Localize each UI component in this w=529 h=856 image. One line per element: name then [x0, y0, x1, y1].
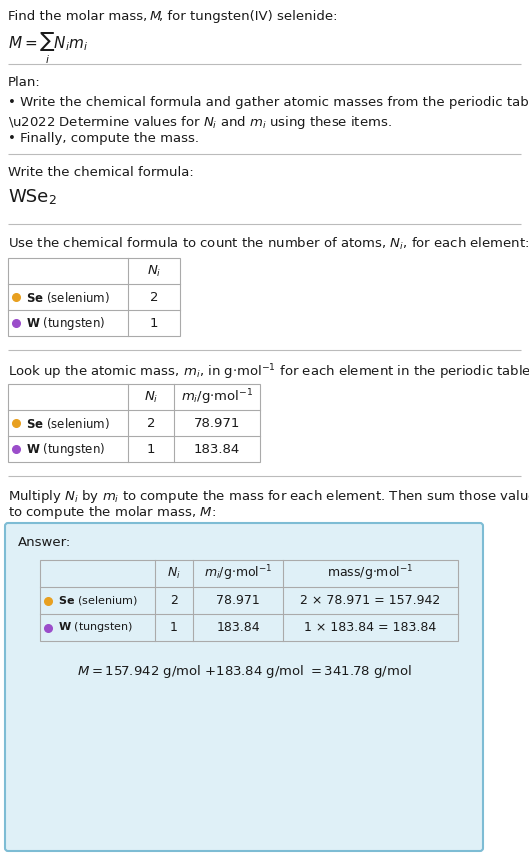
Text: $m_i$/g$\cdot$mol$^{-1}$: $m_i$/g$\cdot$mol$^{-1}$ — [181, 387, 253, 407]
Text: , for tungsten(IV) selenide:: , for tungsten(IV) selenide: — [159, 10, 338, 23]
Text: 1: 1 — [147, 443, 155, 455]
Text: 1: 1 — [150, 317, 158, 330]
Text: Find the molar mass,: Find the molar mass, — [8, 10, 151, 23]
Text: $\bf{W}$ (tungsten): $\bf{W}$ (tungsten) — [58, 621, 133, 634]
Text: WSe: WSe — [8, 188, 48, 206]
Text: 1: 1 — [170, 621, 178, 634]
Text: 183.84: 183.84 — [216, 621, 260, 634]
Bar — [40, 560, 458, 641]
Text: 2: 2 — [150, 290, 158, 304]
Text: $\bf{W}$ (tungsten): $\bf{W}$ (tungsten) — [26, 314, 105, 331]
Text: $\bf{Se}$ (selenium): $\bf{Se}$ (selenium) — [26, 289, 110, 305]
Bar — [8, 258, 180, 336]
Text: Answer:: Answer: — [18, 536, 71, 549]
Text: 1 × 183.84 = 183.84: 1 × 183.84 = 183.84 — [304, 621, 436, 634]
Text: $\bf{W}$ (tungsten): $\bf{W}$ (tungsten) — [26, 441, 105, 457]
Text: M: M — [150, 10, 161, 23]
FancyBboxPatch shape — [5, 523, 483, 851]
Text: $N_i$: $N_i$ — [147, 264, 161, 278]
Text: 78.971: 78.971 — [194, 417, 240, 430]
Text: $M = 157.942$ g/mol $+ 183.84$ g/mol $= 341.78$ g/mol: $M = 157.942$ g/mol $+ 183.84$ g/mol $= … — [77, 663, 412, 680]
Text: 2: 2 — [170, 594, 178, 607]
Text: to compute the molar mass, $M$:: to compute the molar mass, $M$: — [8, 504, 216, 521]
Text: 2: 2 — [48, 194, 56, 207]
Text: 2: 2 — [147, 417, 155, 430]
Text: Write the chemical formula:: Write the chemical formula: — [8, 166, 194, 179]
Text: \u2022 Determine values for $N_i$ and $m_i$ using these items.: \u2022 Determine values for $N_i$ and $m… — [8, 114, 392, 131]
Text: Use the chemical formula to count the number of atoms, $N_i$, for each element:: Use the chemical formula to count the nu… — [8, 236, 529, 253]
Text: • Finally, compute the mass.: • Finally, compute the mass. — [8, 132, 199, 145]
Text: $m_i$/g$\cdot$mol$^{-1}$: $m_i$/g$\cdot$mol$^{-1}$ — [204, 564, 272, 583]
Text: $N_i$: $N_i$ — [144, 389, 158, 405]
Text: $N_i$: $N_i$ — [167, 566, 181, 581]
Text: $\bf{Se}$ (selenium): $\bf{Se}$ (selenium) — [58, 594, 138, 607]
Text: Multiply $N_i$ by $m_i$ to compute the mass for each element. Then sum those val: Multiply $N_i$ by $m_i$ to compute the m… — [8, 488, 529, 505]
Text: mass/g$\cdot$mol$^{-1}$: mass/g$\cdot$mol$^{-1}$ — [327, 564, 414, 583]
Text: Look up the atomic mass, $m_i$, in g$\cdot$mol$^{-1}$ for each element in the pe: Look up the atomic mass, $m_i$, in g$\cd… — [8, 362, 529, 382]
Text: 183.84: 183.84 — [194, 443, 240, 455]
Text: • Write the chemical formula and gather atomic masses from the periodic table.: • Write the chemical formula and gather … — [8, 96, 529, 109]
Text: $\bf{Se}$ (selenium): $\bf{Se}$ (selenium) — [26, 415, 110, 431]
Text: Plan:: Plan: — [8, 76, 41, 89]
Text: 78.971: 78.971 — [216, 594, 260, 607]
Bar — [8, 384, 260, 462]
Text: $M = \sum_i N_i m_i$: $M = \sum_i N_i m_i$ — [8, 32, 88, 66]
Text: 2 × 78.971 = 157.942: 2 × 78.971 = 157.942 — [300, 594, 441, 607]
